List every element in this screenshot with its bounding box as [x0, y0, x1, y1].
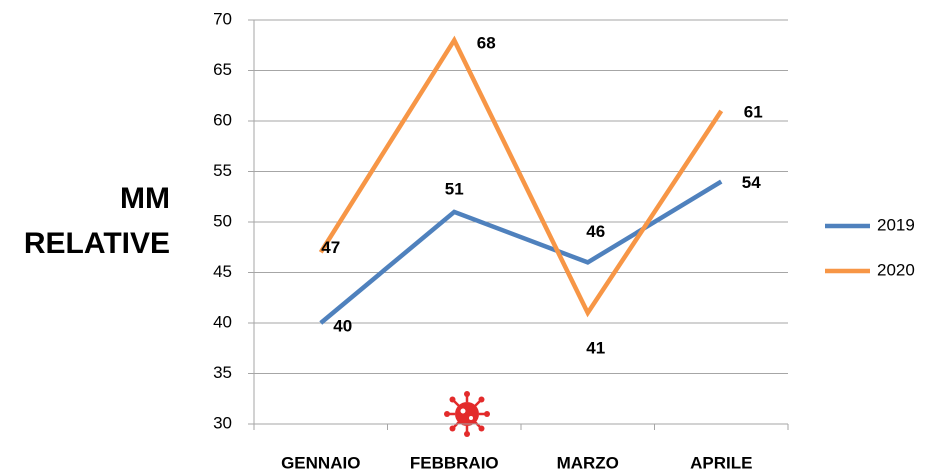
y-tick-label: 55 — [213, 161, 232, 180]
series-line — [319, 179, 723, 325]
y-tick-label: 30 — [213, 413, 232, 432]
y-axis-label: MM — [120, 182, 170, 215]
legend-label: 2020 — [877, 260, 915, 279]
y-axis-label: RELATIVE — [24, 227, 170, 260]
data-label: 51 — [445, 179, 464, 198]
y-tick-label: 60 — [213, 110, 232, 129]
x-tick-label: MARZO — [557, 453, 619, 472]
legend-label: 2019 — [877, 215, 915, 234]
y-tick-label: 40 — [213, 312, 232, 331]
data-label: 68 — [477, 34, 496, 53]
y-tick-label: 50 — [213, 211, 232, 230]
series-line — [318, 35, 724, 318]
data-label: 41 — [586, 338, 605, 357]
y-tick-label: 65 — [213, 60, 232, 79]
x-tick-label: FEBBRAIO — [410, 453, 499, 472]
data-label: 46 — [586, 222, 605, 241]
virus-icon — [444, 391, 490, 437]
data-label: 40 — [333, 316, 352, 335]
y-tick-label: 35 — [213, 363, 232, 382]
y-tick-label: 45 — [213, 262, 232, 281]
x-tick-label: APRILE — [690, 453, 752, 472]
data-label: 54 — [742, 173, 761, 192]
x-tick-label: GENNAIO — [281, 453, 360, 472]
data-label: 61 — [744, 102, 763, 121]
y-tick-label: 70 — [213, 9, 232, 28]
data-label: 47 — [321, 238, 340, 257]
